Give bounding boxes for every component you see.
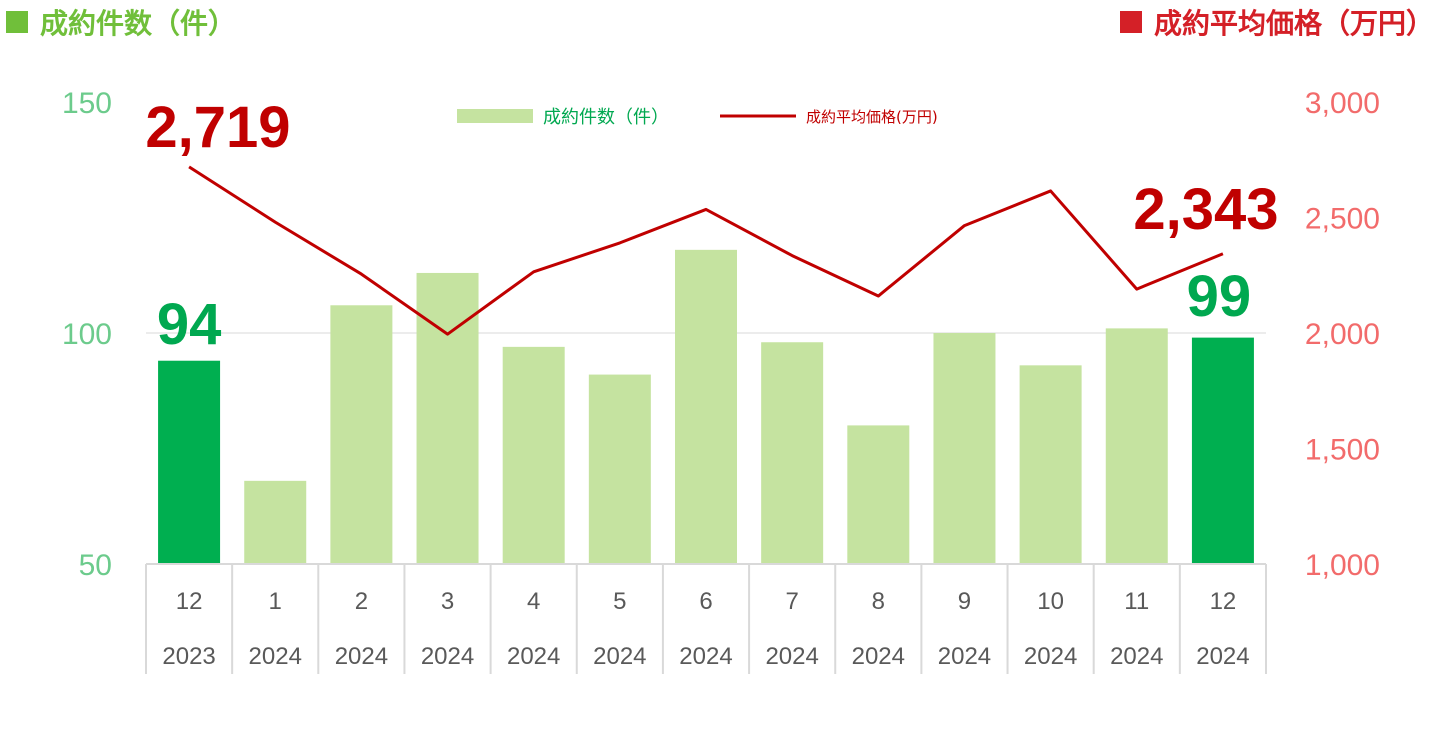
right-axis-tick-label: 2,500 — [1305, 203, 1380, 236]
category-year-label: 2024 — [1196, 643, 1249, 670]
bar — [502, 346, 565, 564]
right-axis-header: 成約平均価格（万円） — [1119, 2, 1434, 42]
left-axis-tick-label: 50 — [79, 549, 112, 582]
category-month-label: 4 — [527, 588, 540, 615]
bar — [1105, 328, 1168, 564]
category-year-label: 2024 — [765, 643, 818, 670]
category-month-label: 3 — [441, 588, 454, 615]
category-year-label: 2024 — [335, 643, 388, 670]
bar — [1191, 337, 1254, 564]
category-year-label: 2024 — [593, 643, 646, 670]
left-axis-tick-label: 100 — [62, 318, 112, 351]
category-month-label: 12 — [1210, 588, 1237, 615]
left-axis-tick-label: 150 — [62, 87, 112, 120]
category-month-label: 6 — [699, 588, 712, 615]
category-year-label: 2024 — [421, 643, 474, 670]
green-square-icon — [6, 11, 28, 33]
data-label-last-count: 99 — [1187, 264, 1252, 329]
legend-bar-swatch — [457, 109, 533, 123]
bar — [675, 249, 737, 564]
bar — [330, 305, 393, 564]
data-label-first-count: 94 — [157, 292, 222, 357]
category-year-label: 2023 — [162, 643, 215, 670]
left-axis-title: 成約件数（件） — [40, 7, 237, 40]
category-month-label: 7 — [785, 588, 798, 615]
category-month-label: 12 — [176, 588, 203, 615]
right-axis-tick-label: 3,000 — [1305, 87, 1380, 120]
left-axis-header: 成約件数（件） — [6, 2, 236, 42]
data-label-first-price: 2,719 — [145, 95, 290, 160]
category-month-label: 1 — [269, 588, 282, 615]
category-year-label: 2024 — [852, 643, 905, 670]
right-axis-title: 成約平均価格（万円） — [1153, 7, 1434, 40]
category-year-label: 2024 — [679, 643, 732, 670]
category-month-label: 11 — [1124, 588, 1149, 615]
right-axis-tick-label: 1,500 — [1305, 434, 1380, 467]
bar — [158, 360, 221, 564]
bar — [1019, 365, 1082, 564]
bar — [761, 342, 824, 564]
category-year-label: 2024 — [1110, 643, 1163, 670]
category-year-label: 2024 — [507, 643, 560, 670]
data-label-last-price: 2,343 — [1133, 177, 1278, 242]
right-axis-tick-label: 1,000 — [1305, 549, 1380, 582]
bar — [244, 480, 307, 564]
category-month-label: 8 — [872, 588, 885, 615]
right-axis-tick-label: 2,000 — [1305, 318, 1380, 351]
category-month-label: 2 — [355, 588, 368, 615]
legend-bar-label: 成約件数（件） — [543, 107, 669, 128]
category-year-label: 2024 — [938, 643, 991, 670]
red-square-icon — [1119, 11, 1142, 33]
legend-line-label: 成約平均価格(万円) — [806, 108, 938, 126]
bar — [588, 374, 651, 564]
bar — [847, 425, 910, 564]
category-month-label: 9 — [958, 588, 971, 615]
bar — [933, 333, 996, 564]
category-year-label: 2024 — [1024, 643, 1077, 670]
category-month-label: 5 — [613, 588, 626, 615]
category-month-label: 10 — [1037, 588, 1064, 615]
category-year-label: 2024 — [249, 643, 302, 670]
price-line — [188, 165, 1224, 336]
